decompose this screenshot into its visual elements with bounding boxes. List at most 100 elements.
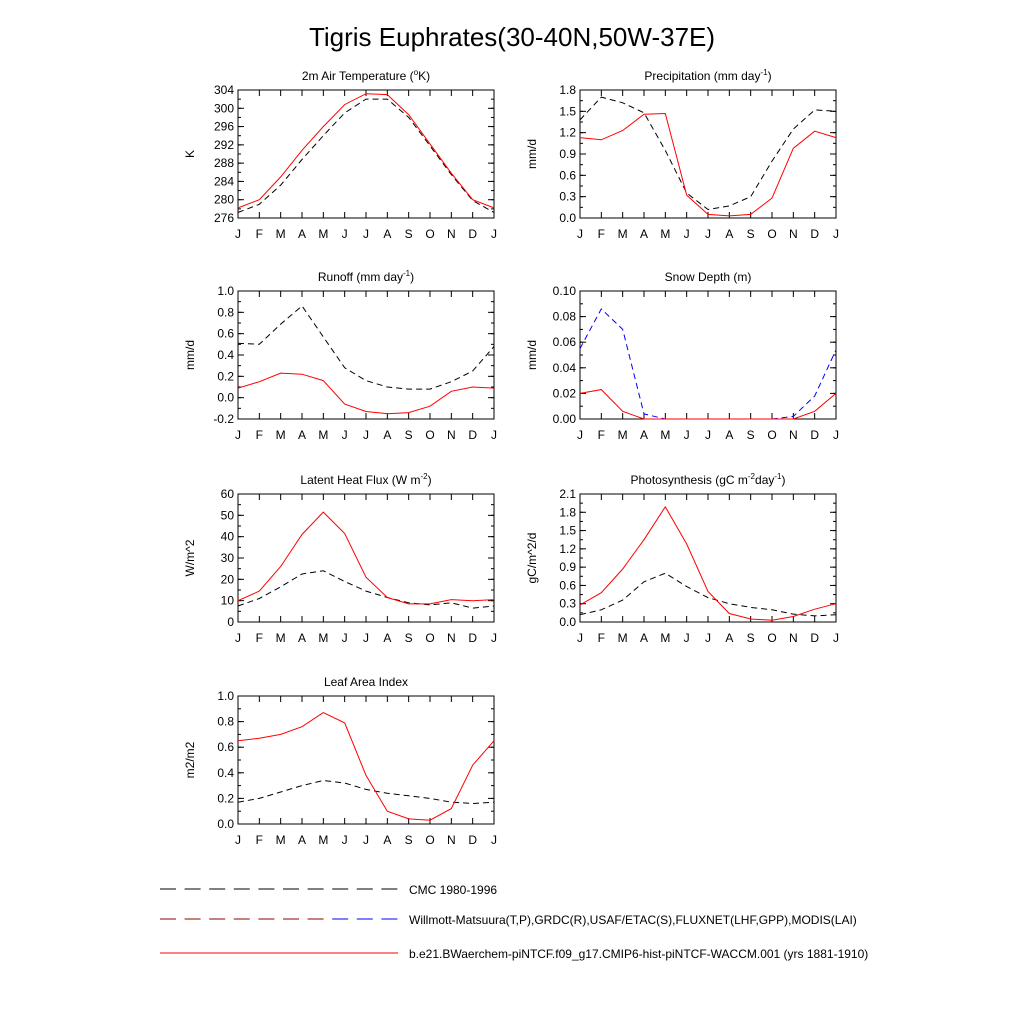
y-tick-label: 0.8	[217, 715, 234, 729]
x-tick-label: J	[363, 833, 369, 847]
x-tick-label: O	[767, 428, 776, 442]
panel-title: Latent Heat Flux (W m-2)	[300, 472, 431, 487]
x-tick-label: J	[684, 227, 690, 241]
y-axis-label: W/m^2	[183, 539, 197, 576]
y-axis-label: K	[183, 150, 197, 158]
legend-label: Willmott-Matsuura(T,P),GRDC(R),USAF/ETAC…	[409, 913, 857, 927]
x-tick-label: F	[598, 227, 605, 241]
x-tick-label: F	[256, 833, 263, 847]
x-tick-label: J	[363, 428, 369, 442]
x-tick-label: M	[618, 227, 628, 241]
x-tick-label: F	[598, 428, 605, 442]
x-tick-label: D	[810, 428, 819, 442]
x-tick-label: J	[833, 428, 839, 442]
y-tick-label: 2.1	[559, 487, 576, 501]
x-tick-label: J	[235, 227, 241, 241]
x-tick-label: A	[640, 428, 648, 442]
x-tick-label: J	[342, 227, 348, 241]
x-tick-label: J	[577, 631, 583, 645]
y-tick-label: 0.0	[559, 211, 576, 225]
y-tick-label: 30	[221, 551, 235, 565]
plot-frame	[237, 493, 495, 623]
x-tick-label: O	[767, 227, 776, 241]
series-line-2	[237, 93, 495, 209]
y-tick-label: 0.0	[217, 817, 234, 831]
x-tick-label: D	[468, 428, 477, 442]
panel-title: Runoff (mm day-1)	[318, 269, 414, 284]
x-tick-label: J	[342, 428, 348, 442]
x-tick-label: D	[810, 227, 819, 241]
x-tick-label: N	[789, 428, 798, 442]
x-tick-label: M	[276, 833, 286, 847]
series-line-2	[237, 712, 495, 821]
series-line-1	[579, 572, 837, 617]
plot-frame	[579, 290, 837, 420]
x-tick-label: J	[833, 227, 839, 241]
y-axis-label: gC/m^2/d	[525, 533, 539, 584]
y-tick-label: 0.3	[559, 190, 576, 204]
x-tick-label: M	[618, 428, 628, 442]
y-axis-label: mm/d	[183, 340, 197, 370]
x-tick-label: J	[363, 227, 369, 241]
y-tick-label: 0.2	[217, 791, 234, 805]
x-tick-label: M	[660, 428, 670, 442]
plot-frame	[579, 89, 837, 219]
y-tick-label: -0.2	[213, 412, 234, 426]
panel-title: Photosynthesis (gC m-2day-1)	[631, 472, 786, 487]
x-tick-label: J	[833, 631, 839, 645]
x-tick-label: D	[468, 833, 477, 847]
y-tick-label: 288	[214, 156, 234, 170]
x-tick-label: N	[789, 631, 798, 645]
series-line-2	[237, 372, 495, 415]
y-tick-label: 0.6	[559, 168, 576, 182]
y-tick-label: 50	[221, 508, 235, 522]
x-tick-label: S	[747, 428, 755, 442]
x-tick-label: A	[298, 833, 306, 847]
y-axis-label: mm/d	[525, 139, 539, 169]
x-tick-label: S	[405, 227, 413, 241]
x-tick-label: J	[577, 428, 583, 442]
y-tick-label: 0.0	[217, 391, 234, 405]
y-tick-label: 0.06	[553, 335, 577, 349]
y-tick-label: 296	[214, 120, 234, 134]
x-tick-label: J	[491, 227, 497, 241]
x-tick-label: A	[383, 227, 391, 241]
chart-panel-6: Photosynthesis (gC m-2day-1) gC/m^2/d 0.0 0…	[525, 472, 839, 645]
y-tick-label: 0.4	[217, 766, 234, 780]
x-tick-label: A	[383, 833, 391, 847]
y-tick-label: 20	[221, 572, 235, 586]
x-tick-label: F	[256, 631, 263, 645]
x-tick-label: J	[342, 833, 348, 847]
x-tick-label: D	[468, 227, 477, 241]
x-tick-label: N	[447, 833, 456, 847]
x-tick-label: N	[447, 428, 456, 442]
x-tick-label: S	[405, 833, 413, 847]
x-tick-label: S	[405, 631, 413, 645]
x-tick-label: M	[276, 631, 286, 645]
x-tick-label: J	[705, 227, 711, 241]
y-tick-label: 276	[214, 211, 234, 225]
x-tick-label: A	[383, 631, 391, 645]
x-tick-label: A	[640, 631, 648, 645]
x-tick-label: A	[725, 631, 733, 645]
x-tick-label: A	[725, 227, 733, 241]
x-tick-label: D	[468, 631, 477, 645]
x-tick-label: F	[256, 227, 263, 241]
y-tick-label: 1.8	[559, 83, 576, 97]
y-tick-label: 0	[227, 615, 234, 629]
x-tick-label: J	[235, 631, 241, 645]
chart-panel-4: Snow Depth (m) mm/d 0.00 0.02 0.04 0.06 0.08 0.…	[525, 270, 839, 442]
x-tick-label: J	[491, 833, 497, 847]
x-tick-label: M	[276, 428, 286, 442]
legend-item-1: CMC 1980-1996	[160, 883, 497, 897]
legend-label: b.e21.BWaerchem-piNTCF.f09_g17.CMIP6-his…	[409, 947, 868, 961]
x-tick-label: J	[684, 631, 690, 645]
y-tick-label: 60	[221, 487, 235, 501]
x-tick-label: A	[640, 227, 648, 241]
plot-frame	[237, 290, 495, 420]
x-tick-label: A	[383, 428, 391, 442]
panel-title: Precipitation (mm day-1)	[644, 68, 771, 83]
x-tick-label: A	[298, 428, 306, 442]
x-tick-label: J	[235, 428, 241, 442]
